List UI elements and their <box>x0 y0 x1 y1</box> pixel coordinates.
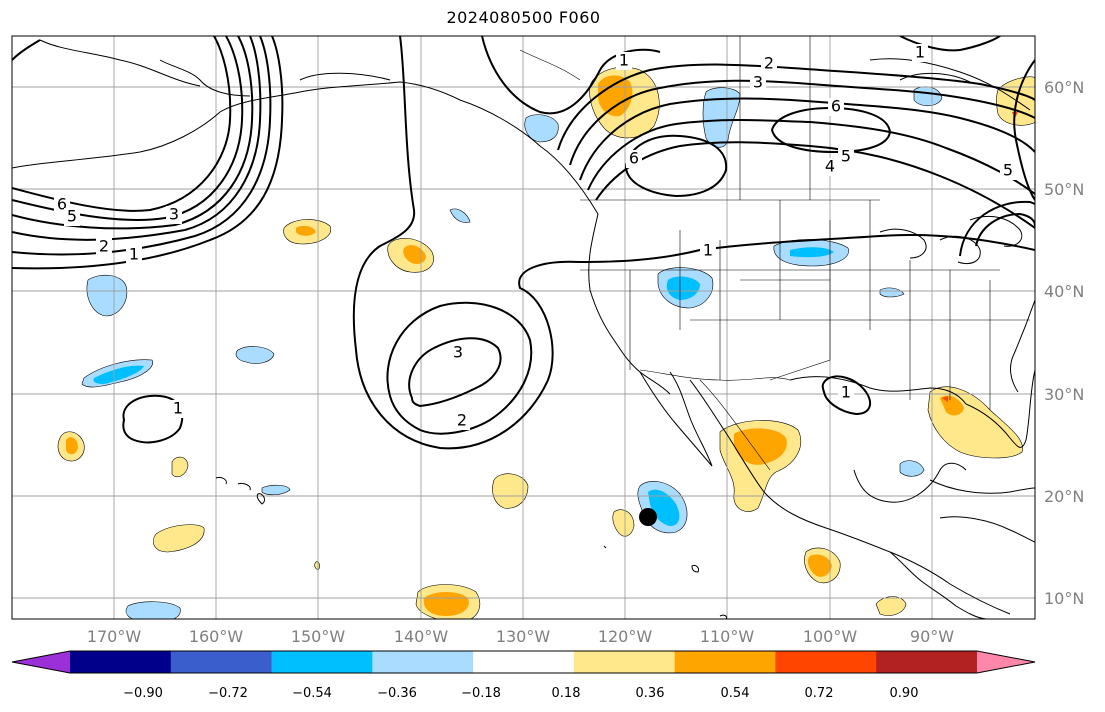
contour-label: 2 <box>764 54 774 73</box>
colorbar-segment <box>170 651 273 673</box>
colorbar-tick-label: −0.54 <box>292 686 332 701</box>
shade-core <box>296 225 316 236</box>
contour-label: 1 <box>703 241 713 260</box>
shade-core <box>734 428 787 465</box>
colorbar-segment <box>674 651 776 673</box>
graticule <box>12 36 1035 619</box>
latitude-labels: 60°N 50°N 40°N 30°N 20°N 10°N <box>1044 78 1084 608</box>
colorbar-segment <box>876 651 978 673</box>
map-title: 2024080500 F060 <box>446 8 601 27</box>
shade-patch <box>702 87 741 148</box>
shade-core <box>648 489 680 526</box>
colorbar-tick-label: 0.18 <box>552 686 581 701</box>
colorbar-outline <box>11 650 1036 674</box>
lon-label: 100°W <box>803 627 858 646</box>
shade-core <box>790 247 834 258</box>
shade-patch <box>524 114 559 143</box>
contour-label: 1 <box>619 51 629 70</box>
colorbar-tick-label: 0.54 <box>721 686 750 701</box>
shade-patch <box>125 601 181 619</box>
colorbar-segment <box>70 651 172 673</box>
lon-label: 170°W <box>87 627 142 646</box>
shade-patch <box>449 208 471 223</box>
shade-patch <box>899 460 925 477</box>
lat-label: 40°N <box>1044 282 1084 301</box>
shade-patch <box>261 484 291 496</box>
shade-core <box>807 554 832 577</box>
contour-lines <box>12 36 1035 450</box>
colorbar-tick-label: −0.72 <box>208 686 248 701</box>
contour-label: 1 <box>129 245 139 264</box>
coastlines <box>12 39 1035 619</box>
colorbar-tick-label: −0.90 <box>123 686 163 701</box>
lat-label: 50°N <box>1044 180 1084 199</box>
shade-core <box>666 276 700 300</box>
lat-label: 30°N <box>1044 385 1084 404</box>
contour-label: 3 <box>169 205 179 224</box>
lon-label: 120°W <box>598 627 653 646</box>
contour-label: 5 <box>841 147 851 166</box>
lon-label: 90°W <box>910 627 954 646</box>
contour-label: 1 <box>915 43 925 62</box>
shade-patch <box>235 346 275 364</box>
shade-core <box>66 437 78 455</box>
colorbar-extend-min <box>12 651 70 673</box>
lon-label: 130°W <box>496 627 551 646</box>
shade-patch <box>879 287 905 298</box>
colorbar-tick-label: 0.90 <box>890 686 919 701</box>
colorbar-tick-label: 0.72 <box>805 686 834 701</box>
colorbar-segment <box>775 651 877 673</box>
colorbar-extend-max <box>977 651 1035 673</box>
lon-label: 160°W <box>189 627 244 646</box>
contour-label: 1 <box>841 383 851 402</box>
contour-labels: 6 5 3 2 1 1 2 3 6 6 5 4 1 3 <box>54 43 1016 430</box>
shade-patch <box>153 524 205 553</box>
contour-label: 3 <box>453 343 463 362</box>
colorbar-tick-label: 0.36 <box>636 686 665 701</box>
contour-label: 4 <box>825 157 835 176</box>
colorbar-segment <box>372 651 474 673</box>
colorbar-segment <box>473 651 575 673</box>
colorbar-segment <box>573 651 676 673</box>
lon-label: 150°W <box>291 627 346 646</box>
contour-label: 6 <box>57 195 67 214</box>
contour-label: 3 <box>753 73 763 92</box>
colorbar-tick-label: −0.36 <box>377 686 417 701</box>
contour-label: 5 <box>67 207 77 226</box>
shade-patch <box>86 274 128 317</box>
lat-label: 20°N <box>1044 487 1084 506</box>
shaded-fields <box>57 66 1035 619</box>
shade-core <box>598 75 633 117</box>
shade-core <box>403 245 426 264</box>
colorbar <box>11 650 1036 674</box>
contour-label: 2 <box>99 237 109 256</box>
lon-label: 110°W <box>700 627 755 646</box>
longitude-labels: 170°W 160°W 150°W 140°W 130°W 120°W 110°… <box>87 627 954 646</box>
shade-core <box>93 365 144 384</box>
colorbar-tick-labels: −0.90 −0.72 −0.54 −0.36 −0.18 0.18 0.36 … <box>123 686 918 701</box>
shade-patch <box>171 456 189 478</box>
colorbar-tick-label: −0.18 <box>461 686 501 701</box>
colorbar-segment <box>271 651 373 673</box>
contour-label: 6 <box>629 149 639 168</box>
contour-label: 1 <box>173 399 183 418</box>
political-borders <box>519 36 1030 471</box>
plot-frame <box>11 35 1036 620</box>
contour-label: 2 <box>457 411 467 430</box>
shade-core <box>942 396 948 402</box>
shade-patch <box>612 509 635 537</box>
contour-label: 6 <box>831 97 841 116</box>
lon-label: 140°W <box>394 627 449 646</box>
lat-label: 10°N <box>1044 589 1084 608</box>
shade-patch <box>492 473 529 509</box>
contour-label: 5 <box>1003 161 1013 180</box>
location-marker <box>639 508 657 526</box>
lat-label: 60°N <box>1044 78 1084 97</box>
